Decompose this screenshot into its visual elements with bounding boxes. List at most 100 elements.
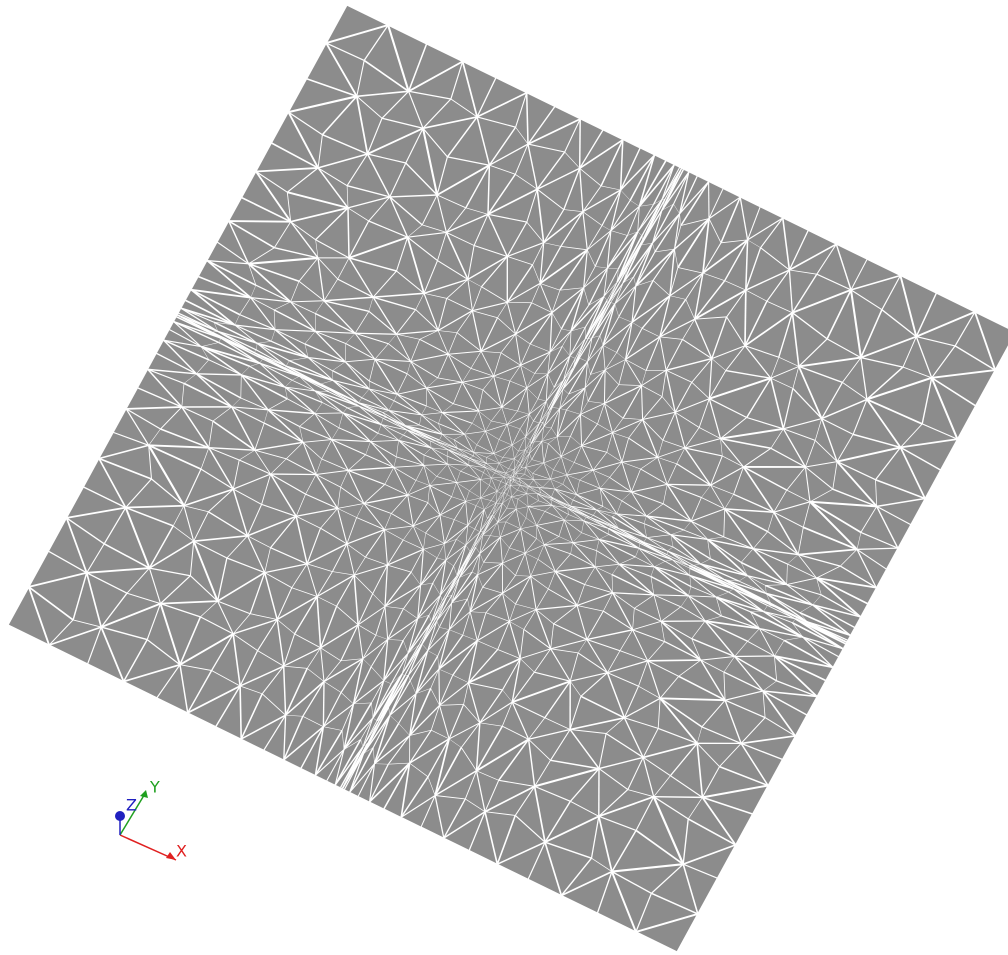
mesh-edge — [529, 414, 534, 422]
mesh-edge — [374, 358, 411, 363]
mesh-edge — [254, 449, 287, 460]
mesh-edge — [564, 519, 582, 534]
mesh-edge — [304, 331, 316, 345]
mesh-edge — [426, 405, 443, 413]
mesh-edge — [373, 292, 425, 298]
mesh-edge — [232, 618, 278, 635]
mesh-edge — [582, 211, 603, 226]
mesh-edge — [400, 794, 436, 818]
mesh-edge — [805, 440, 816, 468]
mesh-edge — [406, 373, 427, 389]
mesh-edge — [261, 665, 285, 695]
mesh-edge — [816, 680, 826, 697]
mesh-edge — [426, 387, 454, 405]
mesh-edge — [507, 282, 541, 303]
mesh-edge — [501, 380, 511, 408]
mesh-edge — [674, 164, 680, 168]
mesh-edge — [931, 345, 956, 379]
mesh-edge — [499, 439, 513, 446]
mesh-edge — [505, 469, 515, 474]
mesh-edge — [286, 192, 292, 222]
mesh-edge — [426, 381, 463, 389]
mesh-edge — [494, 472, 505, 478]
mesh-edge — [241, 366, 250, 376]
mesh-edge — [383, 762, 411, 810]
mesh-edge — [536, 511, 546, 526]
mesh-edge — [640, 385, 644, 420]
mesh-edge — [745, 247, 762, 291]
mesh-edge — [193, 540, 228, 559]
mesh-edge — [493, 375, 510, 382]
mesh-edge — [408, 675, 411, 681]
mesh-edge — [363, 714, 391, 754]
mesh-edge — [337, 257, 350, 280]
mesh-edge — [561, 870, 613, 897]
mesh-edge — [300, 726, 325, 769]
mesh-edge — [163, 339, 197, 375]
mesh-edge — [590, 517, 619, 530]
mesh-edge — [505, 473, 512, 476]
mesh-edge — [338, 427, 371, 443]
mesh-edge — [497, 863, 529, 880]
mesh-edge — [417, 615, 430, 619]
mesh-edge — [483, 464, 496, 472]
mesh-edge — [228, 220, 250, 265]
mesh-edge — [423, 278, 469, 294]
mesh-edge — [336, 574, 355, 607]
mesh-edge — [789, 243, 837, 271]
mesh-edge — [604, 384, 620, 404]
mesh-edge — [577, 605, 604, 612]
mesh-edge — [256, 342, 309, 359]
mesh-edge — [48, 644, 88, 665]
mesh-edge — [101, 626, 148, 641]
mesh-edge — [720, 438, 723, 456]
mesh-edge — [485, 420, 492, 432]
mesh-edge — [778, 356, 799, 367]
mesh-edge — [393, 464, 424, 468]
mesh-edge — [551, 312, 562, 330]
mesh-edge — [500, 333, 516, 354]
mesh-edge — [477, 562, 503, 576]
mesh-edge — [572, 542, 596, 568]
mesh-edge — [480, 317, 499, 352]
mesh-edge — [821, 418, 838, 462]
mesh-edge — [708, 181, 724, 190]
mesh-edge — [550, 623, 554, 649]
mesh-edge — [529, 441, 535, 454]
mesh-edge — [580, 401, 589, 415]
mesh-edge — [372, 747, 375, 764]
mesh-edge — [616, 500, 623, 514]
mesh-edge — [592, 469, 610, 478]
mesh-edge — [664, 560, 691, 576]
mesh-edge — [368, 297, 374, 312]
mesh-edge — [273, 221, 292, 248]
mesh-edge — [550, 648, 579, 654]
mesh-edge — [547, 355, 571, 375]
mesh-edge — [539, 409, 550, 424]
mesh-edge — [816, 565, 841, 579]
mesh-edge — [517, 489, 527, 494]
mesh-edge — [653, 795, 703, 799]
mesh-edge — [642, 757, 655, 797]
mesh-edge — [798, 553, 841, 567]
mesh-edge — [283, 665, 308, 669]
mesh-edge — [856, 532, 862, 550]
mesh-edge — [528, 505, 553, 507]
mesh-edge — [611, 573, 655, 596]
mesh-edge — [665, 559, 673, 562]
mesh-edge — [534, 785, 571, 802]
mesh-edge — [467, 255, 508, 280]
mesh-edge — [480, 497, 485, 510]
mesh-edge — [631, 322, 643, 329]
mesh-edge — [544, 800, 572, 843]
z-arrow — [115, 811, 125, 821]
mesh-edge — [482, 516, 495, 536]
mesh-edge — [172, 525, 194, 542]
mesh-edge — [498, 492, 505, 505]
mesh-edge — [778, 312, 794, 358]
mesh-edge — [420, 826, 444, 839]
mesh-edge — [432, 582, 441, 596]
mesh-edge — [657, 727, 698, 744]
mesh-edge — [576, 479, 580, 495]
mesh-edge — [690, 586, 717, 598]
